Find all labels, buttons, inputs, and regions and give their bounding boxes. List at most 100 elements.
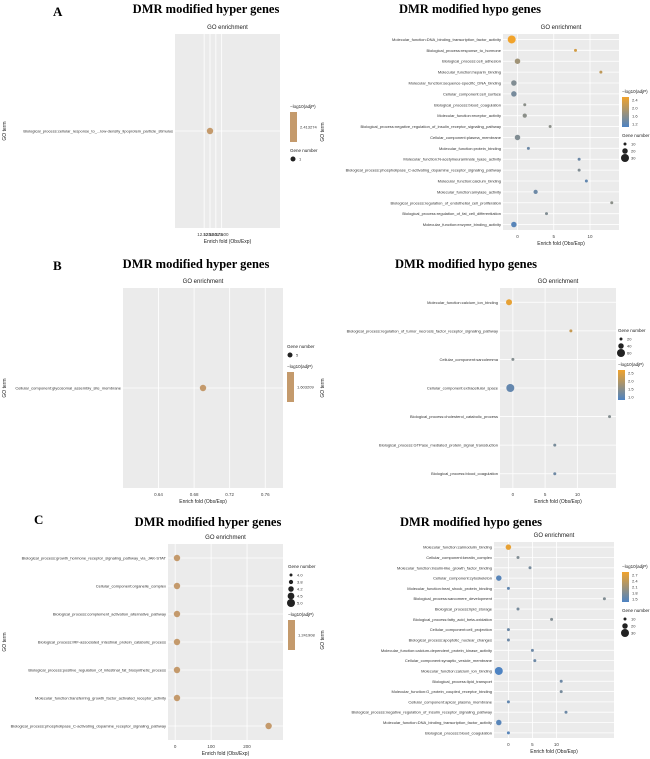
c-hypo-category-label: Biological_process:blood_coagulation <box>425 730 492 735</box>
c-hyper-category-label: Biological_process:positive_regulation_o… <box>28 668 166 673</box>
c-hyper-data-point <box>173 638 181 646</box>
c-hypo-color-legend-title: −log10(adjP) <box>622 564 648 569</box>
b-hyper-size-legend-label: 5 <box>296 353 299 358</box>
b-hyper-color-legend-label: 1.603209 <box>297 385 314 390</box>
b-hypo-data-point <box>511 357 515 361</box>
b-hypo-x-axis-title: Enrich fold (Obs/Exp) <box>534 499 582 505</box>
a-hypo-category-label: Molecular_function:heparin_binding <box>438 70 501 75</box>
c-hypo-data-point <box>559 690 563 694</box>
a-hypo-x-tick-label: 10 <box>587 234 593 239</box>
c-hyper-x-tick-label: 100 <box>207 744 215 749</box>
c-hypo-size-legend-label: 30 <box>631 631 636 636</box>
c-hypo-color-legend-label: 1.8 <box>632 591 638 596</box>
c-hypo-category-label: Molecular_function:calcium-dependent_pro… <box>381 648 492 653</box>
a-hypo-color-legend-title: −log10(adjP) <box>622 89 648 94</box>
b-hypo-color-legend-label: 2.5 <box>628 371 634 376</box>
a-hyper-color-legend-title: −log10(adjP) <box>290 104 316 109</box>
b-hypo-data-point <box>569 329 573 333</box>
b-hypo-category-label: Biological_process:GTPase_mediated_prote… <box>379 443 498 448</box>
c-hypo-data-point <box>506 586 510 590</box>
c-hypo-category-label: Molecular_function:calmodulin_binding <box>423 545 492 550</box>
c-hypo-category-label: Cellular_component:keratin_complex <box>426 555 492 560</box>
a-hypo-data-point <box>533 189 538 195</box>
b-hyper-color-legend-bar <box>287 372 294 402</box>
c-hyper-x-axis-title: Enrich fold (Obs/Exp) <box>202 751 250 757</box>
c-hypo-category-label: Biological_process:negative_regulation_o… <box>351 710 492 715</box>
c-hypo-category-label: Cellular_component:cytoskeleton <box>433 576 492 581</box>
c-hypo-category-label: Cellular_component:apical_plasma_membran… <box>408 699 492 704</box>
title-b-hypo: DMR modified hypo genes <box>394 257 538 271</box>
a-hypo-data-point <box>514 58 521 64</box>
a-hypo-data-point <box>507 35 516 44</box>
b-hypo-x-tick-label: 10 <box>575 492 581 497</box>
c-hyper-size-legend-label: 4.0 <box>297 573 303 578</box>
a-hypo-size-legend-label: 20 <box>631 149 636 154</box>
a-hypo-size-legend-label: 30 <box>631 156 636 161</box>
a-hypo-data-point <box>548 125 552 129</box>
b-hypo-x-tick-label: 5 <box>544 492 547 497</box>
a-hypo-data-point <box>523 103 527 107</box>
b-hypo-color-legend-label: 1.0 <box>628 395 634 400</box>
c-hypo-chart-title: GO enrichment <box>534 533 575 539</box>
c-hypo-data-point <box>533 659 537 663</box>
c-hyper-category-label: Biological_process:complement_activation… <box>53 612 166 617</box>
b-hypo-color-legend-label: 1.5 <box>628 387 634 392</box>
a-hypo-category-label: Molecular_function:protein_binding <box>439 146 501 151</box>
c-hyper-size-legend-dot <box>287 592 295 600</box>
b-hypo-chart-title: GO enrichment <box>538 279 579 285</box>
c-hypo-x-axis-title: Enrich fold (Obs/Exp) <box>530 749 578 755</box>
c-hypo-category-label: Biological_process:lipid_transport <box>432 679 492 684</box>
c-hypo-category-label: Biological_process:apoptotic_nuclear_cha… <box>409 638 492 643</box>
a-hypo-category-label: Molecular_function:enzyme_binding_activi… <box>423 222 501 227</box>
c-hyper-x-tick-label: 200 <box>243 744 251 749</box>
a-hypo-size-legend-title: Gene number <box>622 133 650 138</box>
a-hypo-data-point <box>511 80 517 86</box>
c-hyper-size-legend-label: 5.0 <box>297 601 303 606</box>
c-hyper-y-axis-title: GO term <box>2 632 8 651</box>
b-hyper-color-legend-title: −log10(adjP) <box>287 364 313 369</box>
c-hypo-data-point <box>528 566 532 570</box>
c-hyper-category-label: Biological_process:IRF-associated_intest… <box>38 640 166 645</box>
a-hypo-size-legend-dot <box>623 142 627 146</box>
c-hypo-x-tick-label: 10 <box>554 742 560 747</box>
c-hypo-data-point <box>506 638 510 642</box>
a-hypo-category-label: Cellular_component:plasma_membrane <box>430 135 502 140</box>
c-hyper-color-legend-bar <box>288 620 295 650</box>
b-hyper-size-legend-dot <box>287 352 293 358</box>
a-hyper-data-point <box>206 127 214 135</box>
c-hypo-category-label: Molecular_function:DNA_binding_transcrip… <box>383 720 492 725</box>
a-hypo-category-label: Molecular_function:receptor_activity <box>437 113 501 118</box>
c-hyper-size-legend-label: 4.2 <box>297 587 303 592</box>
a-hypo-data-point <box>514 134 521 141</box>
a-hyper-x-tick-label: 12.525 <box>197 232 211 237</box>
c-hypo-size-legend-dot <box>623 617 627 621</box>
a-hypo-category-label: Biological_process:blood_coagulation <box>434 102 501 107</box>
c-hyper-size-legend-dot <box>288 579 294 585</box>
c-hypo-category-label: Molecular_function:insulin-like_growth_f… <box>397 565 492 570</box>
a-hypo-color-legend-label: 2.4 <box>632 98 638 103</box>
c-hypo-data-point <box>506 731 510 735</box>
c-hypo-size-legend-label: 20 <box>631 624 636 629</box>
a-hypo-category-label: Molecular_function:N-acetylneuraminate_l… <box>403 157 501 162</box>
b-hyper-x-tick-label: 0.72 <box>225 492 234 497</box>
c-hypo-x-tick-label: 5 <box>531 742 534 747</box>
c-hypo-data-point <box>602 597 606 601</box>
b-hypo-size-legend-dot <box>619 337 623 341</box>
c-hypo-category-label: Biological_process:fatty_acid_beta-oxida… <box>413 617 492 622</box>
b-hypo-size-legend-label: 60 <box>627 351 632 356</box>
b-hyper-y-axis-title: GO term <box>2 378 8 397</box>
c-hyper-x-tick-label: 0 <box>174 744 177 749</box>
a-hyper-size-legend-title: Gene number <box>290 148 318 153</box>
b-hypo-data-point <box>506 299 513 306</box>
c-hypo-data-point <box>505 544 512 550</box>
a-hypo-data-point <box>584 179 588 183</box>
c-hypo-color-legend-label: 1.5 <box>632 597 638 602</box>
b-hypo-color-legend-label: 2.0 <box>628 379 634 384</box>
c-hypo-category-label: Biological_process:sarcomere_development <box>414 596 493 601</box>
c-hyper-data-point <box>173 610 181 618</box>
title-c-hyper: DMR modified hyper genes <box>134 515 282 529</box>
c-hyper-data-point <box>173 582 181 590</box>
b-hyper-x-tick-label: 0.76 <box>261 492 270 497</box>
c-hypo-color-legend-label: 2.1 <box>632 585 638 590</box>
c-hypo-color-legend-label: 2.7 <box>632 573 638 578</box>
